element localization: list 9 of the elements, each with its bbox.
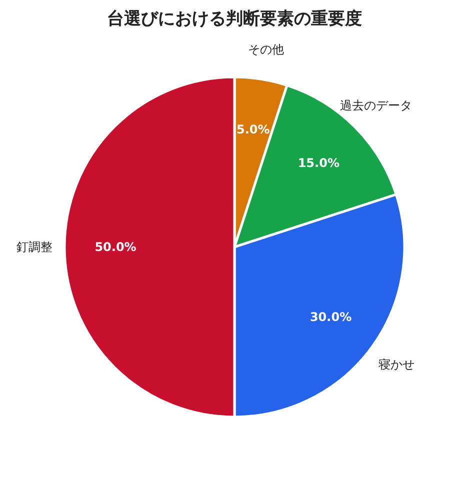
slice-label: 寝かせ bbox=[378, 358, 414, 372]
slice-label: 釘調整 bbox=[16, 240, 52, 254]
data-label: 50.0% bbox=[94, 240, 136, 254]
slice-label: 過去のデータ bbox=[340, 98, 412, 113]
slice-label: その他 bbox=[248, 42, 284, 56]
data-label: 15.0% bbox=[298, 156, 340, 170]
data-label: 5.0% bbox=[236, 122, 270, 136]
chart-title: 台選びにおける判断要素の重要度 bbox=[107, 9, 362, 29]
data-label: 30.0% bbox=[310, 310, 352, 324]
